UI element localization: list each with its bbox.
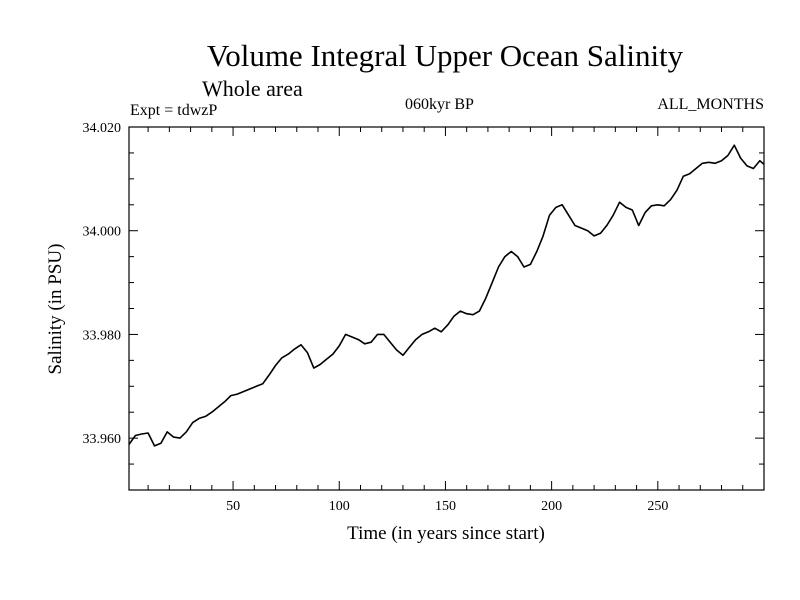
period-label: 060kyr BP bbox=[405, 96, 474, 113]
x-tick-label: 200 bbox=[541, 499, 562, 514]
months-label: ALL_MONTHS bbox=[657, 96, 764, 113]
x-axis-label: Time (in years since start) bbox=[347, 523, 545, 544]
y-tick-label: 33.980 bbox=[83, 328, 122, 343]
chart-title: Volume Integral Upper Ocean Salinity bbox=[206, 38, 684, 73]
tick-labels: 50 100 150 200 250 33.960 33.980 34.000 34.020 bbox=[83, 121, 669, 514]
y-axis-label: Salinity (in PSU) bbox=[45, 244, 66, 375]
x-tick-label: 150 bbox=[435, 499, 456, 514]
experiment-label: Expt = tdwzP bbox=[130, 102, 218, 119]
x-tick-label: 50 bbox=[226, 499, 240, 514]
y-tick-label: 34.020 bbox=[83, 121, 122, 136]
series-line bbox=[128, 144, 765, 447]
x-tick-label: 100 bbox=[329, 499, 350, 514]
y-tick-label: 33.960 bbox=[83, 432, 122, 447]
plot-frame bbox=[128, 126, 765, 491]
chart-subtitle: Whole area bbox=[202, 76, 303, 101]
x-tick-label: 250 bbox=[647, 499, 668, 514]
axis-ticks bbox=[129, 126, 764, 491]
y-tick-label: 34.000 bbox=[83, 225, 122, 240]
